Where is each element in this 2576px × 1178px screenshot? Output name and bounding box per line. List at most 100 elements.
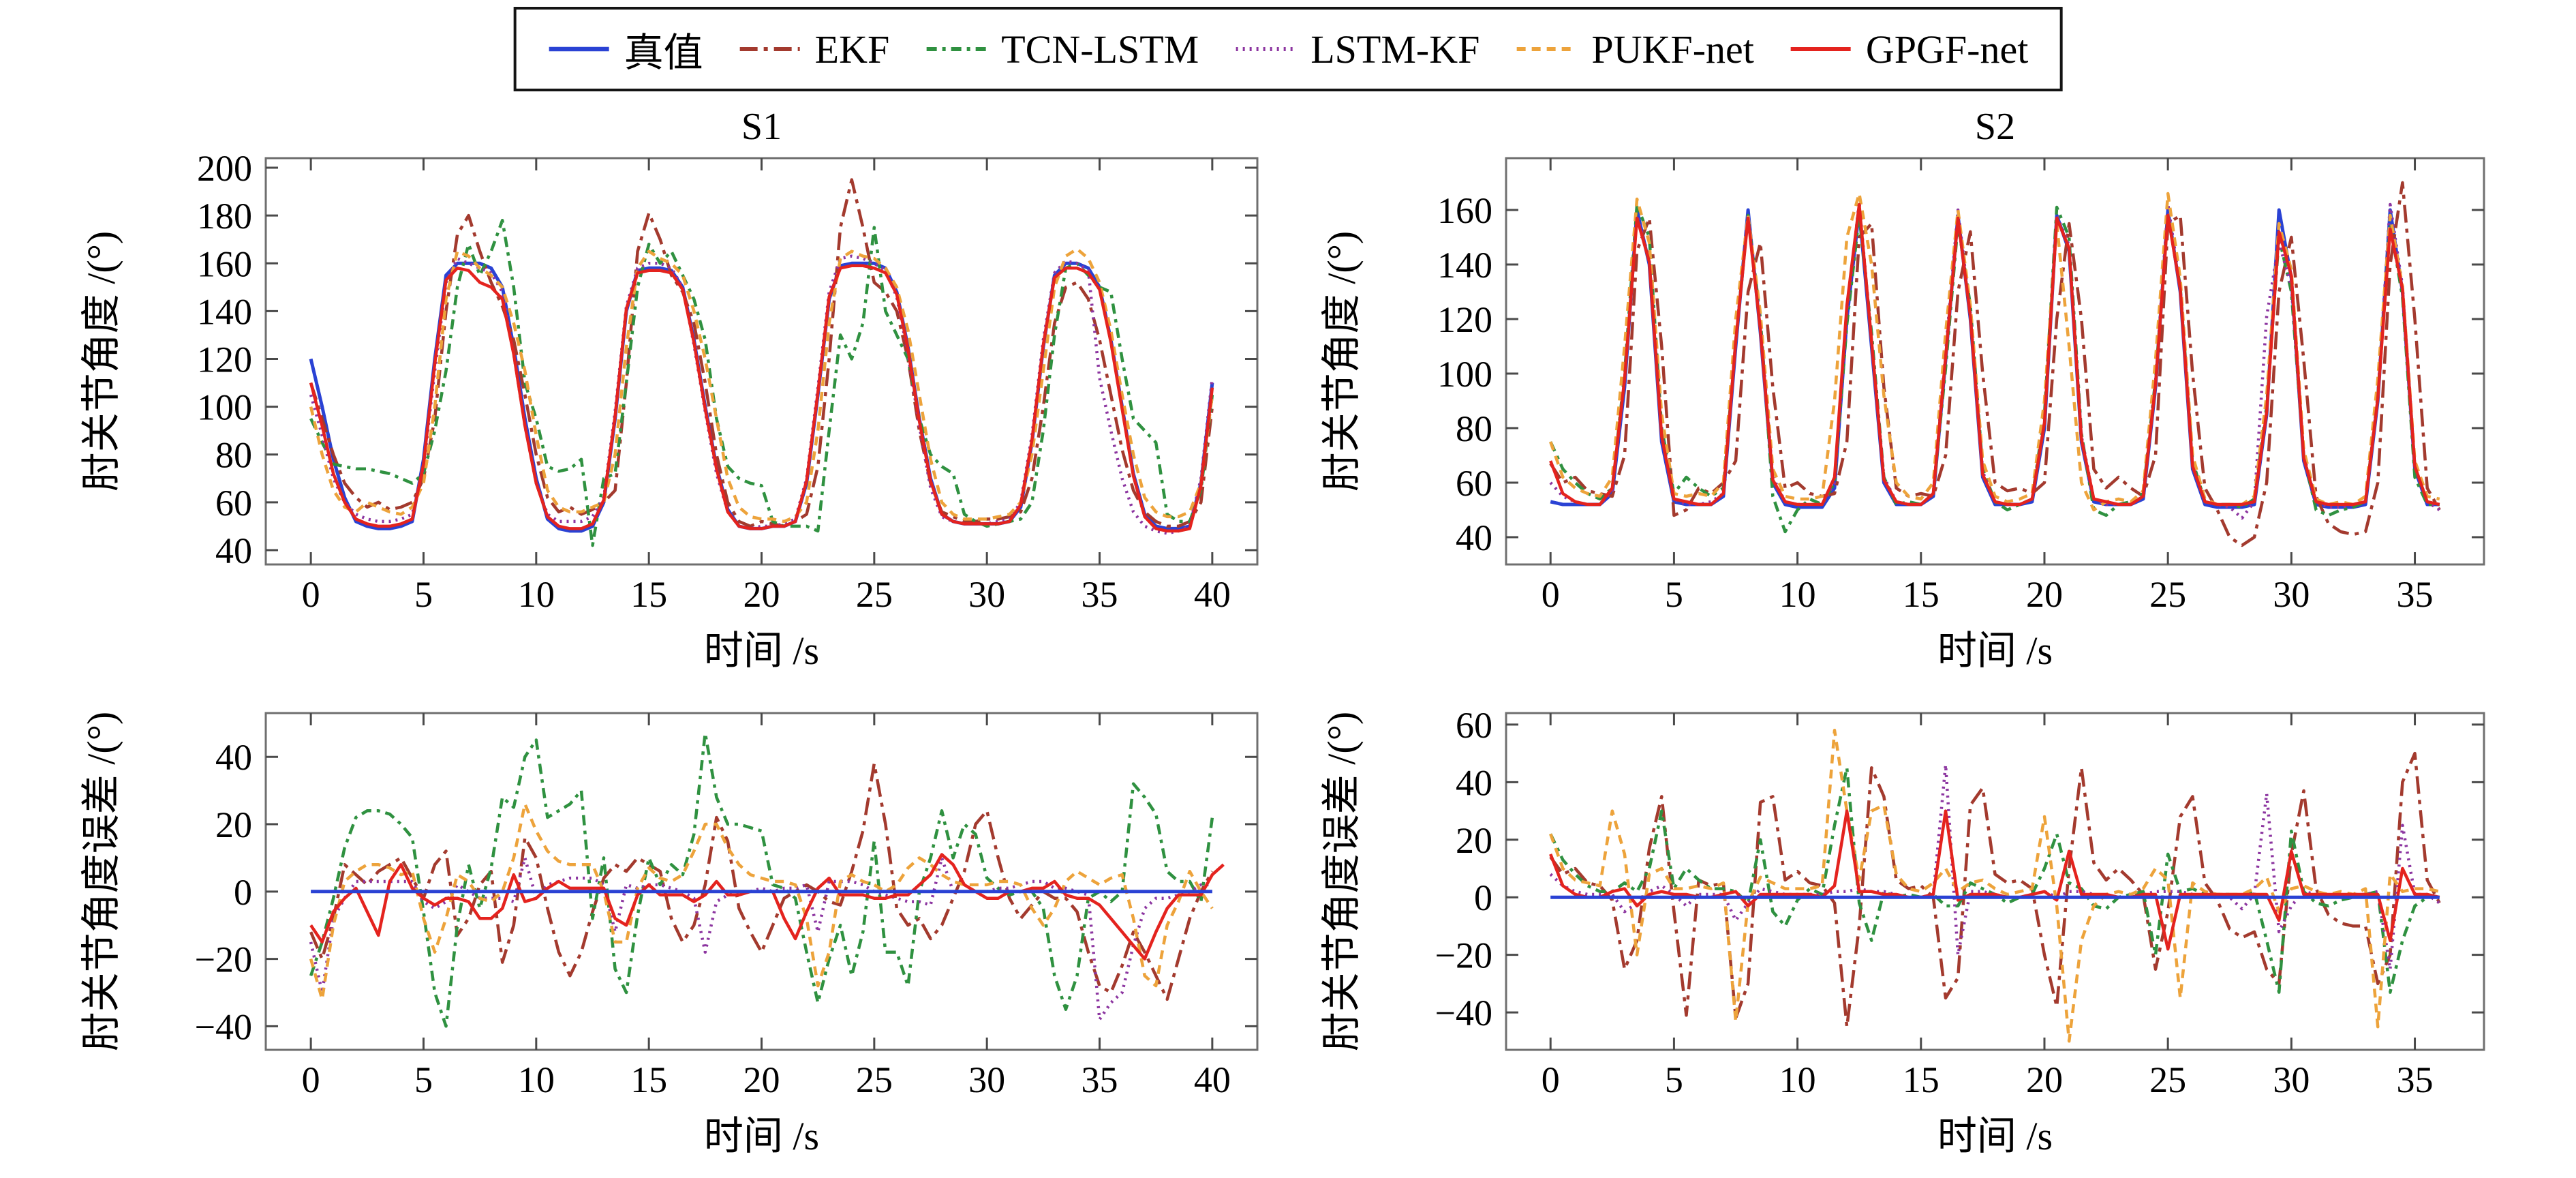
series-GPGF-net xyxy=(309,264,1214,533)
y-tick-label: 60 xyxy=(1456,463,1492,504)
x-tick-label: 20 xyxy=(743,1059,780,1100)
y-tick-label: −20 xyxy=(195,939,252,980)
legend-label: EKF xyxy=(814,27,890,72)
x-tick-label: 10 xyxy=(1779,574,1816,615)
legend-line-swatch xyxy=(1516,47,1577,51)
x-axis-label: 时间 /s xyxy=(1937,1114,2053,1158)
x-tick-label: 35 xyxy=(1082,1059,1118,1100)
x-axis-label: 时间 /s xyxy=(1937,629,2053,673)
x-tick-label: 10 xyxy=(518,1059,555,1100)
x-tick-label: 30 xyxy=(2273,1059,2310,1100)
series-EKF xyxy=(1549,181,2441,547)
x-tick-label: 10 xyxy=(1779,1059,1816,1100)
legend-label: GPGF-net xyxy=(1865,27,2029,72)
y-tick-label: 80 xyxy=(215,435,252,476)
chart-title: S2 xyxy=(1975,106,2015,148)
y-axis-label: 肘关节角度误差 /(°) xyxy=(1319,712,1364,1051)
chart-svg-s1_angle: 0 5 10 15 20 25 30 35 40 40 60 80 100 120 140 160 180 200… xyxy=(79,106,1259,673)
x-tick-label: 25 xyxy=(2149,1059,2186,1100)
series-GPGF-net xyxy=(1549,202,2440,507)
y-tick-label: 180 xyxy=(197,196,252,237)
x-tick-label: 35 xyxy=(2397,574,2434,615)
y-tick-label: 0 xyxy=(1474,877,1492,918)
y-tick-label: 20 xyxy=(215,804,252,845)
chart-s1-error: 0 5 10 15 20 25 30 35 40 −40 −20 0 20 40 时间 /s 肘关节角度误差 … xyxy=(48,682,1288,1167)
x-tick-label: 20 xyxy=(743,574,780,615)
legend-line-swatch xyxy=(1790,47,1851,51)
x-tick-label: 5 xyxy=(1665,574,1683,615)
y-tick-label: 160 xyxy=(1437,190,1492,231)
legend-item-真值: 真值 xyxy=(548,20,703,78)
y-tick-label: 80 xyxy=(1456,408,1492,449)
series-LSTM-KF xyxy=(309,856,1212,1021)
x-tick-label: 0 xyxy=(1542,1059,1560,1100)
legend-label: LSTM-KF xyxy=(1310,27,1480,72)
x-tick-label: 0 xyxy=(1542,574,1560,615)
y-tick-label: 60 xyxy=(1456,705,1492,746)
y-tick-label: −40 xyxy=(195,1006,252,1047)
y-tick-label: 40 xyxy=(215,737,252,778)
charts-grid: 0 5 10 15 20 25 30 35 40 40 60 80 100 120 140 160 180 200… xyxy=(48,101,2515,1167)
x-tick-label: 30 xyxy=(968,574,1005,615)
legend-item-EKF: EKF xyxy=(739,27,890,72)
x-tick-label: 40 xyxy=(1194,1059,1231,1100)
y-tick-label: 120 xyxy=(197,339,252,380)
legend: 真值 EKF TCN-LSTM LSTM-KF PUKF-net GPGF-net xyxy=(513,7,2063,91)
y-axis-label: 肘关节角度 /(°) xyxy=(1319,231,1364,492)
chart-svg-s2_error: 0 5 10 15 20 25 30 35 −40 −20 0 20 40 60 时间 /s 肘关节角度误差 … xyxy=(1319,705,2485,1158)
y-tick-label: 120 xyxy=(1437,299,1492,340)
x-tick-label: 15 xyxy=(630,574,667,615)
y-tick-label: 140 xyxy=(1437,245,1492,286)
chart-svg-s1_error: 0 5 10 15 20 25 30 35 40 −40 −20 0 20 40 时间 /s 肘关节角度误差 … xyxy=(79,712,1259,1158)
series-LSTM-KF xyxy=(1549,763,2441,971)
y-tick-label: 20 xyxy=(1456,820,1492,861)
series-PUKF-net xyxy=(1549,729,2440,1043)
x-tick-label: 30 xyxy=(2273,574,2310,615)
series-PUKF-net xyxy=(1549,192,2440,512)
y-tick-label: 100 xyxy=(1437,354,1492,395)
series-EKF xyxy=(309,761,1214,1001)
legend-line-swatch xyxy=(926,47,987,51)
x-tick-label: 25 xyxy=(856,1059,893,1100)
chart-s1-angle: 0 5 10 15 20 25 30 35 40 40 60 80 100 120 140 160 180 200… xyxy=(48,101,1288,682)
y-tick-label: 140 xyxy=(197,291,252,332)
legend-item-TCN-LSTM: TCN-LSTM xyxy=(925,27,1199,72)
series-TCN-LSTM xyxy=(309,731,1214,1028)
x-tick-label: 15 xyxy=(1903,574,1939,615)
chart-svg-s2_angle: 0 5 10 15 20 25 30 35 40 60 80 100 120 140 160 时间 /s 肘关节… xyxy=(1319,106,2485,673)
chart-s2-error: 0 5 10 15 20 25 30 35 −40 −20 0 20 40 60 时间 /s 肘关节角度误差 … xyxy=(1288,682,2515,1167)
x-tick-label: 15 xyxy=(1903,1059,1939,1100)
chart-s2-angle: 0 5 10 15 20 25 30 35 40 60 80 100 120 140 160 时间 /s 肘关节… xyxy=(1288,101,2515,682)
x-axis-label: 时间 /s xyxy=(704,629,819,673)
series-PUKF-net xyxy=(309,802,1214,1001)
x-tick-label: 0 xyxy=(302,1059,320,1100)
plot-frame xyxy=(1505,157,2485,566)
x-tick-label: 25 xyxy=(856,574,893,615)
plot-frame xyxy=(1505,712,2485,1051)
x-tick-label: 25 xyxy=(2149,574,2186,615)
legend-item-PUKF-net: PUKF-net xyxy=(1515,27,1754,72)
x-tick-label: 30 xyxy=(968,1059,1005,1100)
y-tick-label: 100 xyxy=(197,387,252,428)
legend-line-swatch xyxy=(549,46,609,52)
legend-item-GPGF-net: GPGF-net xyxy=(1790,27,2028,72)
y-tick-label: 60 xyxy=(215,483,252,524)
x-tick-label: 40 xyxy=(1194,574,1231,615)
x-tick-label: 0 xyxy=(302,574,320,615)
x-tick-label: 5 xyxy=(1665,1059,1683,1100)
legend-line-swatch xyxy=(739,47,800,51)
y-tick-label: 40 xyxy=(1456,517,1492,558)
x-tick-label: 15 xyxy=(630,1059,667,1100)
legend-line-swatch xyxy=(1236,47,1296,51)
y-axis-label: 肘关节角度误差 /(°) xyxy=(79,712,123,1051)
y-tick-label: 0 xyxy=(234,872,252,913)
y-tick-label: 40 xyxy=(1456,762,1492,803)
series-TCN-LSTM xyxy=(309,218,1214,547)
y-axis-label: 肘关节角度 /(°) xyxy=(79,231,123,492)
x-tick-label: 10 xyxy=(518,574,555,615)
x-tick-label: 20 xyxy=(2026,1059,2063,1100)
y-tick-label: 160 xyxy=(197,243,252,284)
series-EKF xyxy=(1549,751,2441,1029)
legend-label: 真值 xyxy=(624,31,703,75)
x-tick-label: 35 xyxy=(2397,1059,2434,1100)
